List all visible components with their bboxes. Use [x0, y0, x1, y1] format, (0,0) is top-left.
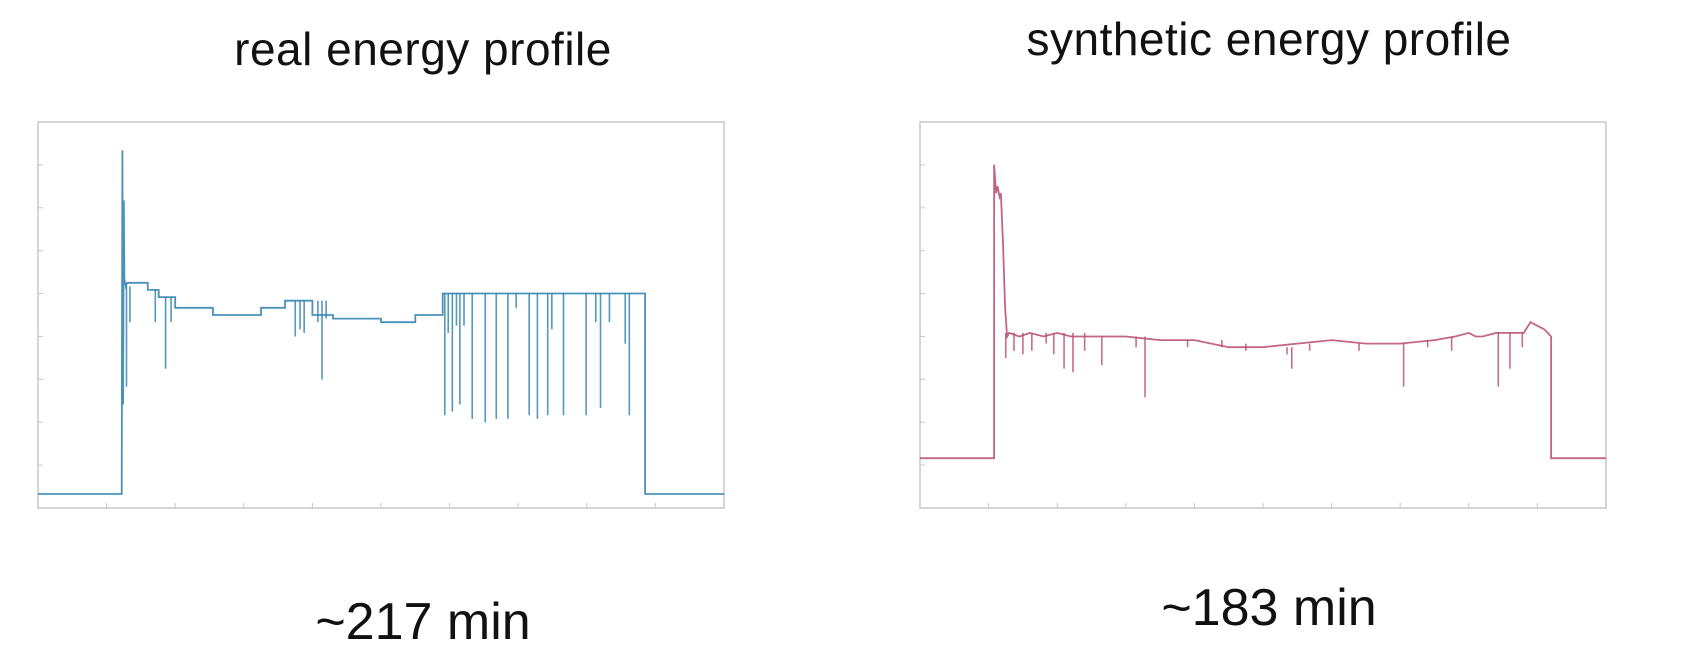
- synthetic-profile-title: synthetic energy profile: [1026, 13, 1512, 65]
- real-profile-panel: real energy profile ~217 min: [37, 23, 725, 651]
- plot-frame: [919, 121, 1607, 509]
- plot-frame: [37, 121, 725, 509]
- real-profile-title: real energy profile: [234, 23, 612, 75]
- series-line: [38, 150, 724, 495]
- real-profile-chart: [37, 121, 725, 509]
- series-line: [920, 164, 1606, 460]
- synthetic-profile-panel: synthetic energy profile ~183 min: [846, 0, 1692, 660]
- synthetic-profile-chart: [919, 121, 1607, 509]
- real-profile-duration: ~217 min: [315, 593, 531, 651]
- synthetic-profile-duration: ~183 min: [1161, 579, 1377, 637]
